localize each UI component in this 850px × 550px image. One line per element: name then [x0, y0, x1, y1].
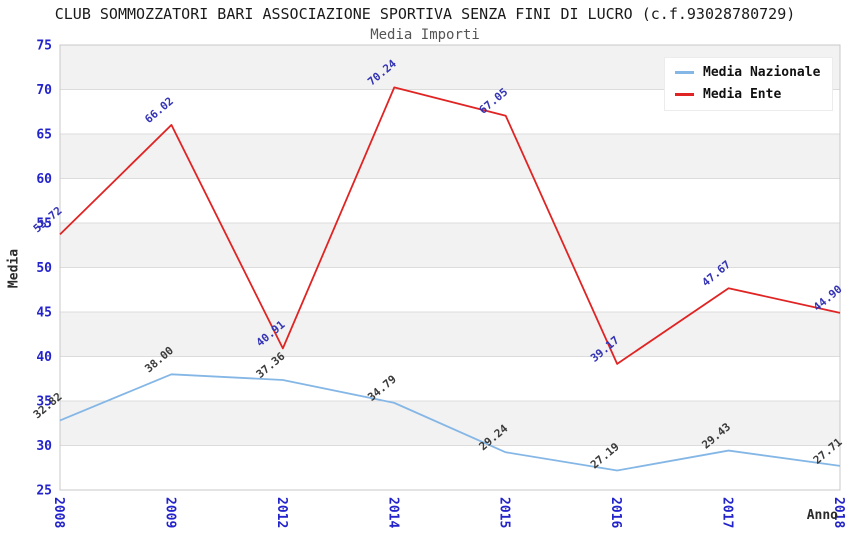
y-tick-label: 30	[36, 439, 52, 454]
x-tick-label: 2009	[162, 497, 177, 528]
x-tick-label: 2014	[385, 497, 400, 528]
y-tick-label: 35	[36, 395, 52, 410]
y-tick-label: 75	[36, 39, 52, 54]
x-tick-label: 2016	[608, 497, 623, 528]
legend-item-media-nazionale: Media Nazionale	[675, 65, 820, 80]
chart-subtitle: Media Importi	[370, 27, 480, 43]
y-tick-label: 65	[36, 128, 52, 143]
y-tick-label: 40	[36, 350, 52, 365]
y-axis-title: Media	[6, 248, 22, 289]
legend-label: Media Nazionale	[703, 65, 821, 80]
series-line-media-nazionale	[59, 373, 841, 472]
background-band	[60, 223, 840, 268]
media-nazionale-line-swatch	[675, 71, 694, 74]
point-value-label: 34.79	[365, 373, 399, 404]
series-line-media-ente	[59, 86, 841, 365]
y-tick-label: 45	[36, 306, 52, 321]
x-tick-label: 2015	[497, 497, 512, 528]
point-value-label: 66.02	[142, 95, 176, 126]
media-ente-line-swatch	[675, 93, 694, 96]
plot-border	[59, 44, 841, 491]
background-band	[60, 401, 840, 446]
background-band	[60, 312, 840, 357]
background-band	[60, 134, 840, 179]
y-tick-label: 55	[36, 217, 52, 232]
x-tick-label: 2012	[274, 497, 289, 528]
x-axis-title: Anno	[806, 508, 838, 523]
legend-label: Media Ente	[703, 87, 782, 102]
legend: Media Nazionale Media Ente	[664, 57, 834, 111]
x-tick-label: 2017	[720, 497, 735, 528]
x-tick-label: 2008	[51, 497, 66, 528]
legend-item-media-ente: Media Ente	[675, 87, 820, 102]
y-tick-label: 70	[36, 83, 52, 98]
x-tick-label: 2018	[831, 497, 846, 528]
chart-title: CLUB SOMMOZZATORI BARI ASSOCIAZIONE SPOR…	[54, 5, 796, 23]
y-tick-label: 25	[36, 484, 52, 499]
y-tick-label: 50	[36, 261, 52, 276]
y-tick-label: 60	[36, 172, 52, 187]
